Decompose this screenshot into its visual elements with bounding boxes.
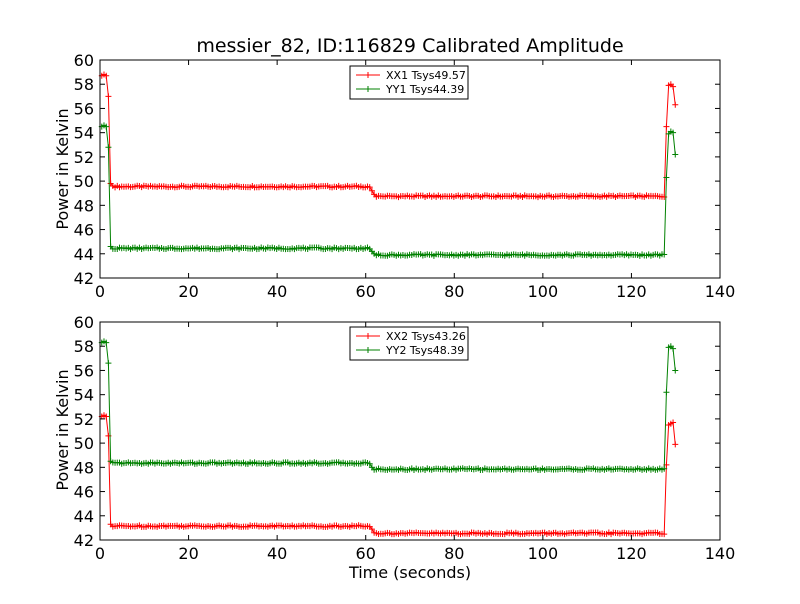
data-point-yy1 — [103, 123, 110, 130]
bottom-x-tick-label: 40 — [267, 544, 287, 563]
data-point-xx1 — [105, 93, 112, 100]
data-point-xx1 — [103, 72, 110, 79]
data-point-yy2 — [670, 345, 677, 352]
data-point-xx1 — [670, 83, 677, 90]
bottom-axis-ticks: 0 20 40 60 80 100 120 140 42 44 46 48 50 52 54 56 58 60 — [74, 313, 736, 563]
series-markers-xx1 — [98, 71, 679, 201]
top-x-tick-label: 100 — [528, 282, 559, 301]
bottom-x-tick-label: 120 — [616, 544, 647, 563]
data-point-yy2 — [672, 367, 679, 374]
data-point-yy2 — [105, 360, 112, 367]
bottom-y-tick-label: 54 — [74, 386, 94, 405]
legend-label-xx1: XX1 Tsys49.57 — [386, 69, 466, 82]
bottom-y-tick-label: 52 — [74, 410, 94, 429]
bottom-x-tick-label: 140 — [705, 544, 736, 563]
bottom-y-tick-label: 46 — [74, 483, 94, 502]
bottom-x-tick-label: 0 — [95, 544, 105, 563]
top-y-tick-label: 60 — [74, 51, 94, 70]
data-point-yy1 — [661, 251, 668, 258]
legend-label-xx2: XX2 Tsys43.26 — [386, 330, 466, 343]
bottom-x-tick-label: 60 — [356, 544, 376, 563]
top-subplot: messier_82, ID:116829 Calibrated Amplitu… — [53, 35, 735, 301]
legend-marker-yy1 — [365, 86, 371, 92]
bottom-y-tick-label: 56 — [74, 361, 94, 380]
top-x-tick-label: 140 — [705, 282, 736, 301]
data-point-yy2 — [103, 339, 110, 346]
data-point-xx2 — [103, 413, 110, 420]
data-point-xx2 — [672, 441, 679, 448]
top-axis-ticks: 0 20 40 60 80 100 120 140 42 44 46 48 50 52 54 56 58 60 — [74, 51, 736, 301]
bottom-y-tick-label: 60 — [74, 313, 94, 332]
top-x-tick-label: 0 — [95, 282, 105, 301]
top-y-tick-label: 48 — [74, 196, 94, 215]
legend-label-yy2: YY2 Tsys48.39 — [385, 344, 464, 357]
data-point-yy1 — [672, 151, 679, 158]
top-x-tick-label: 60 — [356, 282, 376, 301]
bottom-x-tick-label: 80 — [444, 544, 464, 563]
data-point-xx1 — [368, 187, 375, 194]
bottom-y-tick-label: 48 — [74, 458, 94, 477]
top-legend-box — [349, 65, 469, 100]
top-y-tick-label: 42 — [74, 269, 94, 288]
top-y-axis-label: Power in Kelvin — [53, 108, 72, 229]
data-point-yy2 — [366, 460, 373, 467]
legend-marker-yy2 — [365, 347, 371, 353]
data-point-xx1 — [663, 123, 670, 130]
data-point-yy2 — [661, 465, 668, 472]
top-plot-frame — [99, 59, 721, 279]
top-y-tick-label: 50 — [74, 172, 94, 191]
bottom-legend-box — [349, 326, 469, 361]
bottom-x-tick-label: 20 — [178, 544, 198, 563]
bottom-y-tick-label: 50 — [74, 434, 94, 453]
data-point-xx2 — [368, 526, 375, 533]
top-y-tick-label: 44 — [74, 245, 94, 264]
bottom-y-tick-label: 42 — [74, 531, 94, 550]
legend-marker-xx2 — [365, 333, 371, 339]
top-y-tick-label: 58 — [74, 75, 94, 94]
bottom-plot-frame — [99, 321, 721, 541]
data-point-yy1 — [663, 174, 670, 181]
legend-label-yy1: YY1 Tsys44.39 — [385, 83, 464, 96]
top-y-tick-label: 46 — [74, 221, 94, 240]
bottom-plot-marks — [98, 338, 679, 538]
top-y-tick-label: 56 — [74, 99, 94, 118]
data-point-yy2 — [663, 389, 670, 396]
chart-title: messier_82, ID:116829 Calibrated Amplitu… — [196, 35, 623, 57]
bottom-y-tick-label: 44 — [74, 507, 94, 526]
data-point-xx2 — [670, 419, 677, 426]
top-x-tick-label: 80 — [444, 282, 464, 301]
top-y-tick-label: 54 — [74, 124, 94, 143]
top-x-tick-label: 120 — [616, 282, 647, 301]
series-markers-yy2 — [98, 338, 679, 473]
series-markers-xx2 — [98, 412, 679, 538]
data-point-xx1 — [366, 184, 373, 191]
data-point-xx2 — [661, 531, 668, 538]
series-markers-yy1 — [98, 122, 679, 259]
top-y-tick-label: 52 — [74, 148, 94, 167]
data-point-yy1 — [105, 144, 112, 151]
bottom-subplot: Power in Kelvin Time (seconds) 0 20 40 60 80… — [53, 313, 735, 582]
legend-marker-xx1 — [365, 72, 371, 78]
top-plot-marks — [98, 71, 679, 259]
data-point-xx1 — [672, 101, 679, 108]
x-axis-label: Time (seconds) — [348, 563, 471, 582]
top-x-tick-label: 40 — [267, 282, 287, 301]
top-x-tick-label: 20 — [178, 282, 198, 301]
bottom-y-axis-label: Power in Kelvin — [53, 369, 72, 490]
bottom-x-tick-label: 100 — [528, 544, 559, 563]
data-point-yy1 — [670, 129, 677, 136]
bottom-y-tick-label: 58 — [74, 337, 94, 356]
